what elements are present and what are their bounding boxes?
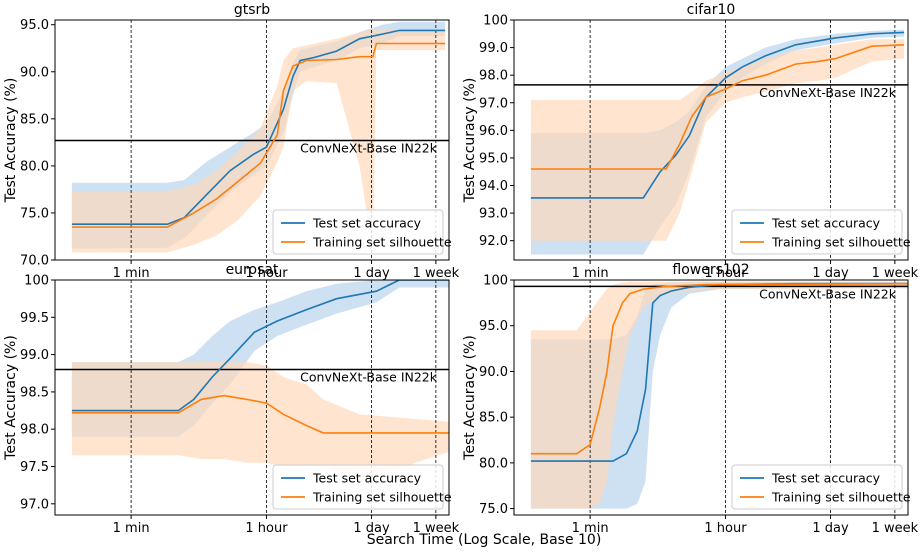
series-line-test bbox=[71, 280, 449, 412]
ytick-label: 95.0 bbox=[479, 151, 508, 166]
xtick-label: 1 min bbox=[572, 521, 609, 536]
band-train bbox=[530, 39, 905, 241]
legend-entry: Test set accuracy bbox=[312, 471, 422, 486]
ytick-label: 99.0 bbox=[20, 348, 49, 363]
xtick-label: 1 day bbox=[812, 521, 849, 536]
series-line-train bbox=[71, 394, 449, 434]
ytick-label: 98.0 bbox=[20, 423, 49, 438]
ytick-label: 90.0 bbox=[20, 65, 49, 80]
ytick-label: 100 bbox=[483, 14, 508, 29]
ytick-label: 95.0 bbox=[20, 18, 49, 33]
xtick-label: 1 hour bbox=[245, 521, 288, 536]
series-line-train bbox=[530, 282, 908, 455]
axes-frame bbox=[513, 19, 909, 261]
xtick-label: 1 min bbox=[572, 266, 609, 281]
series-line-train bbox=[71, 42, 446, 228]
ytick-label: 80.0 bbox=[479, 456, 508, 471]
legend: Test set accuracy Training set silhouette bbox=[272, 209, 452, 255]
ytick-label: 75.0 bbox=[479, 502, 508, 517]
ytick-label: 97.0 bbox=[479, 96, 508, 111]
ytick-label: 92.0 bbox=[479, 234, 508, 249]
reference-label: ConvNeXt-Base IN22k bbox=[759, 85, 897, 100]
legend: Test set accuracy Training set silhouette bbox=[272, 464, 452, 510]
ytick-label: 70.0 bbox=[20, 254, 49, 269]
legend-entry: Training set silhouette bbox=[771, 490, 911, 505]
xtick-label: 1 week bbox=[413, 521, 460, 536]
axes-frame bbox=[54, 19, 450, 261]
y-axis-label: Test Accuracy (%) bbox=[3, 78, 19, 204]
band-train bbox=[530, 281, 908, 509]
ytick-label: 99.5 bbox=[20, 311, 49, 326]
legend-entry: Test set accuracy bbox=[771, 471, 881, 486]
x-axis-label: Search Time (Log Scale, Base 10) bbox=[367, 532, 602, 548]
ytick-label: 90.0 bbox=[479, 365, 508, 380]
xtick-label: 1 week bbox=[872, 266, 919, 281]
xtick-label: 1 hour bbox=[704, 266, 747, 281]
axes-frame bbox=[513, 279, 909, 516]
xtick-label: 1 day bbox=[353, 266, 390, 281]
ytick-label: 98.5 bbox=[20, 385, 49, 400]
xtick-label: 1 day bbox=[353, 521, 390, 536]
ytick-label: 85.0 bbox=[479, 411, 508, 426]
xtick-label: 1 week bbox=[413, 266, 460, 281]
reference-label: ConvNeXt-Base IN22k bbox=[759, 286, 897, 301]
ytick-label: 99.0 bbox=[479, 41, 508, 56]
reference-label: ConvNeXt-Base IN22k bbox=[300, 370, 438, 385]
ytick-label: 93.0 bbox=[479, 207, 508, 222]
legend: Test set accuracy Training set silhouette bbox=[731, 209, 911, 255]
ytick-label: 94.0 bbox=[479, 179, 508, 194]
legend-entry: Test set accuracy bbox=[771, 216, 881, 231]
ytick-label: 97.0 bbox=[20, 497, 49, 512]
series-line-test bbox=[530, 31, 905, 199]
ytick-label: 96.0 bbox=[479, 124, 508, 139]
legend-entry: Training set silhouette bbox=[312, 235, 452, 250]
y-axis-label: Test Accuracy (%) bbox=[462, 335, 478, 461]
panel-eurosat: ConvNeXt-Base IN22k eurosat 97.0 97.5 98.0 98… bbox=[3, 262, 460, 536]
panel-cifar10: ConvNeXt-Base IN22k cifar10 92.0 93.0 94.0 95… bbox=[462, 2, 919, 281]
axes-frame bbox=[54, 279, 450, 516]
ytick-label: 100 bbox=[483, 274, 508, 289]
y-axis-label: Test Accuracy (%) bbox=[3, 335, 19, 461]
ytick-label: 85.0 bbox=[20, 112, 49, 127]
panel-title: flowers102 bbox=[672, 262, 749, 278]
panel-gtsrb: ConvNeXt-Base IN22k gtsrb 70.0 75.0 80.0 85.0… bbox=[3, 2, 460, 281]
ytick-label: 75.0 bbox=[20, 206, 49, 221]
series-line-test bbox=[71, 29, 446, 225]
band-train bbox=[71, 362, 449, 482]
xtick-label: 1 week bbox=[872, 521, 919, 536]
xtick-label: 1 hour bbox=[704, 521, 747, 536]
panel-title: gtsrb bbox=[234, 2, 270, 18]
panel-flowers102: ConvNeXt-Base IN22k flowers102 75.0 80.0 85.… bbox=[462, 262, 919, 536]
xtick-label: 1 day bbox=[812, 266, 849, 281]
panel-title: eurosat bbox=[226, 262, 279, 278]
xtick-label: 1 hour bbox=[245, 266, 288, 281]
legend: Test set accuracy Training set silhouette bbox=[731, 464, 911, 510]
y-axis-label: Test Accuracy (%) bbox=[462, 78, 478, 204]
ytick-label: 80.0 bbox=[20, 159, 49, 174]
ytick-label: 100 bbox=[24, 274, 49, 289]
legend-entry: Test set accuracy bbox=[312, 216, 422, 231]
ytick-label: 95.0 bbox=[479, 319, 508, 334]
legend-entry: Training set silhouette bbox=[312, 490, 452, 505]
legend-entry: Training set silhouette bbox=[771, 235, 911, 250]
panel-title: cifar10 bbox=[687, 2, 736, 18]
reference-label: ConvNeXt-Base IN22k bbox=[300, 140, 438, 155]
series-line-train bbox=[530, 44, 905, 170]
ytick-label: 98.0 bbox=[479, 69, 508, 84]
ytick-label: 97.5 bbox=[20, 460, 49, 475]
xtick-label: 1 min bbox=[113, 521, 150, 536]
xtick-label: 1 min bbox=[113, 266, 150, 281]
